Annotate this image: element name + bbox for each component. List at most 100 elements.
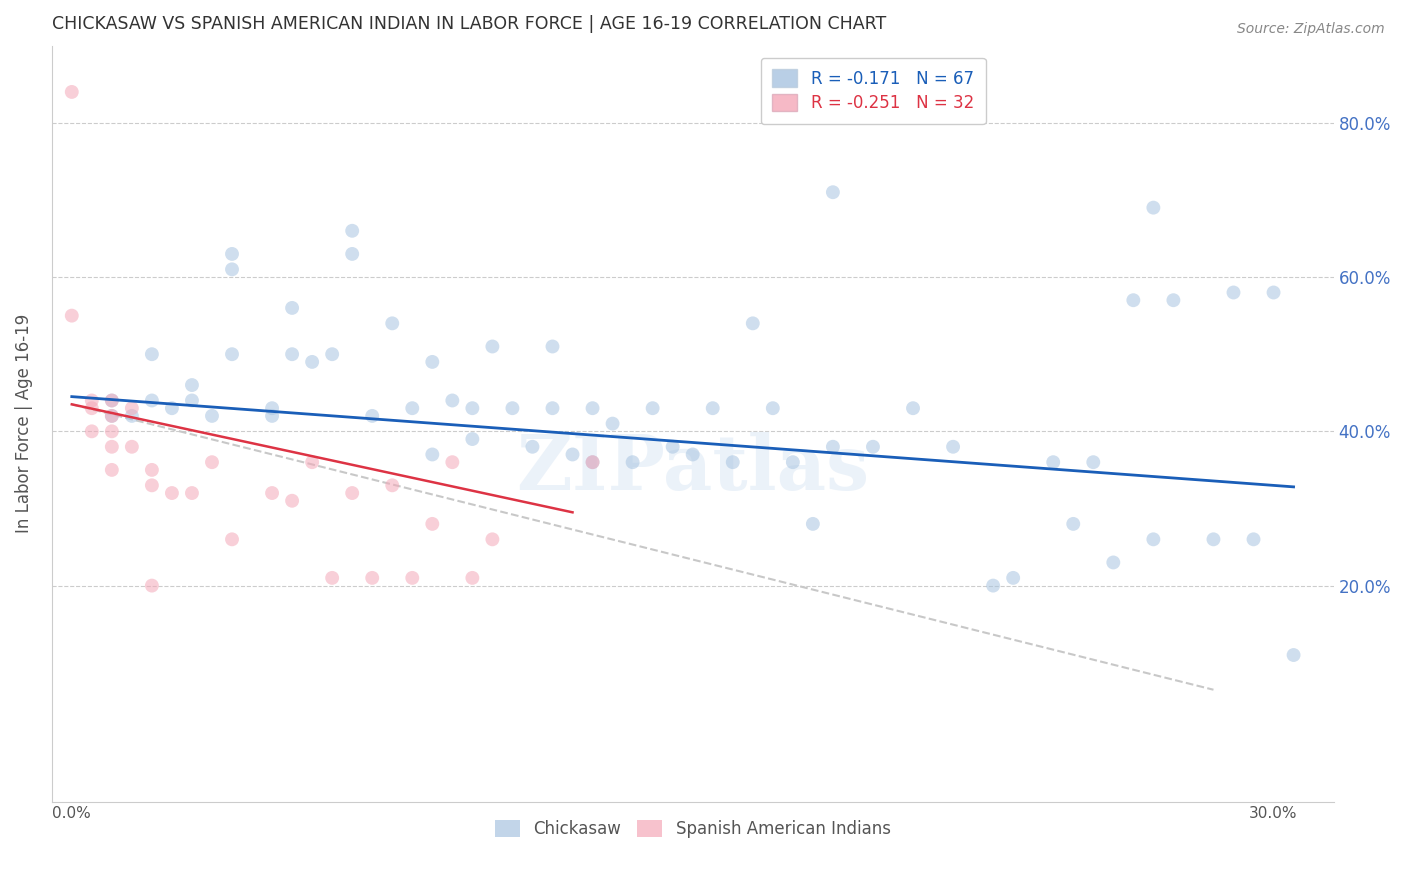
Point	[80, 401, 103, 416]
Point	[101, 463, 124, 477]
Point	[262, 409, 284, 423]
Point	[160, 486, 183, 500]
Point	[1222, 285, 1244, 300]
Point	[1142, 201, 1164, 215]
Point	[221, 347, 243, 361]
Point	[101, 409, 124, 423]
Point	[121, 409, 143, 423]
Point	[821, 185, 844, 199]
Point	[301, 455, 323, 469]
Point	[281, 301, 304, 315]
Point	[60, 309, 83, 323]
Point	[721, 455, 744, 469]
Point	[1083, 455, 1105, 469]
Point	[862, 440, 884, 454]
Point	[221, 247, 243, 261]
Point	[141, 393, 163, 408]
Point	[1282, 648, 1305, 662]
Point	[160, 401, 183, 416]
Point	[381, 316, 404, 330]
Point	[481, 339, 503, 353]
Point	[420, 447, 443, 461]
Point	[301, 355, 323, 369]
Point	[80, 393, 103, 408]
Point	[101, 393, 124, 408]
Point	[401, 401, 423, 416]
Point	[101, 440, 124, 454]
Point	[821, 440, 844, 454]
Point	[201, 409, 224, 423]
Point	[1062, 516, 1084, 531]
Point	[641, 401, 664, 416]
Point	[420, 516, 443, 531]
Point	[621, 455, 644, 469]
Point	[221, 533, 243, 547]
Point	[981, 579, 1004, 593]
Point	[581, 455, 603, 469]
Point	[201, 455, 224, 469]
Point	[581, 455, 603, 469]
Point	[221, 262, 243, 277]
Point	[281, 347, 304, 361]
Point	[181, 486, 204, 500]
Point	[942, 440, 965, 454]
Point	[262, 486, 284, 500]
Point	[702, 401, 724, 416]
Point	[1163, 293, 1185, 308]
Point	[441, 393, 464, 408]
Point	[101, 425, 124, 439]
Point	[561, 447, 583, 461]
Point	[181, 393, 204, 408]
Point	[581, 401, 603, 416]
Point	[401, 571, 423, 585]
Point	[340, 224, 363, 238]
Point	[60, 85, 83, 99]
Y-axis label: In Labor Force | Age 16-19: In Labor Force | Age 16-19	[15, 314, 32, 533]
Point	[461, 571, 484, 585]
Point	[801, 516, 824, 531]
Point	[441, 455, 464, 469]
Point	[381, 478, 404, 492]
Point	[361, 409, 384, 423]
Point	[522, 440, 544, 454]
Text: ZIPatlas: ZIPatlas	[516, 432, 869, 506]
Text: Source: ZipAtlas.com: Source: ZipAtlas.com	[1237, 22, 1385, 37]
Point	[1202, 533, 1225, 547]
Point	[682, 447, 704, 461]
Point	[420, 355, 443, 369]
Point	[321, 571, 343, 585]
Point	[1102, 556, 1125, 570]
Point	[101, 393, 124, 408]
Point	[321, 347, 343, 361]
Point	[1042, 455, 1064, 469]
Point	[461, 432, 484, 446]
Point	[1243, 533, 1265, 547]
Point	[661, 440, 683, 454]
Point	[121, 401, 143, 416]
Point	[340, 247, 363, 261]
Point	[141, 579, 163, 593]
Point	[141, 463, 163, 477]
Point	[80, 425, 103, 439]
Point	[1142, 533, 1164, 547]
Text: CHICKASAW VS SPANISH AMERICAN INDIAN IN LABOR FORCE | AGE 16-19 CORRELATION CHAR: CHICKASAW VS SPANISH AMERICAN INDIAN IN …	[52, 15, 886, 33]
Point	[762, 401, 785, 416]
Legend: Chickasaw, Spanish American Indians: Chickasaw, Spanish American Indians	[486, 812, 898, 847]
Point	[141, 347, 163, 361]
Point	[741, 316, 763, 330]
Point	[1002, 571, 1025, 585]
Point	[340, 486, 363, 500]
Point	[1122, 293, 1144, 308]
Point	[461, 401, 484, 416]
Point	[541, 401, 564, 416]
Point	[1263, 285, 1285, 300]
Point	[501, 401, 523, 416]
Point	[481, 533, 503, 547]
Point	[181, 378, 204, 392]
Point	[541, 339, 564, 353]
Point	[901, 401, 924, 416]
Point	[361, 571, 384, 585]
Point	[101, 409, 124, 423]
Point	[121, 440, 143, 454]
Point	[281, 493, 304, 508]
